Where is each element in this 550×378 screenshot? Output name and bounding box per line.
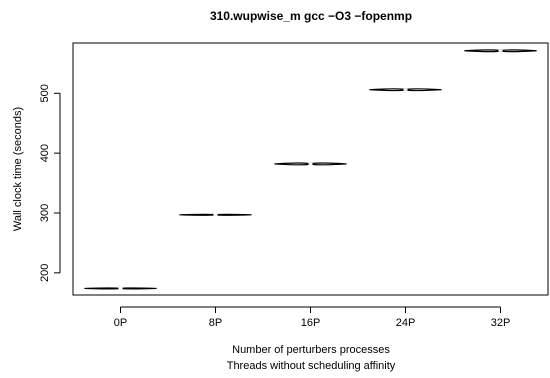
x-axis-label: Number of perturbers processes — [232, 344, 390, 356]
x-tick-label-8P: 8P — [209, 317, 222, 329]
y-tick-label-400: 400 — [39, 144, 51, 162]
x-tick-label-0P: 0P — [114, 317, 127, 329]
y-tick-label-200: 200 — [39, 264, 51, 282]
y-tick-label-500: 500 — [39, 84, 51, 102]
x-axis-label-secondary: Threads without scheduling affinity — [227, 360, 396, 372]
x-axis: 0P 8P 16P 24P 32P — [114, 306, 511, 329]
y-axis-label: Wall clock time (seconds) — [12, 107, 24, 231]
violin-series — [84, 49, 537, 290]
x-tick-label-16P: 16P — [301, 317, 321, 329]
y-tick-label-300: 300 — [39, 204, 51, 222]
x-tick-label-24P: 24P — [396, 317, 416, 329]
chart-title: 310.wupwise_m gcc −O3 −fopenmp — [210, 9, 412, 23]
y-axis: 200 300 400 500 — [39, 84, 61, 282]
x-tick-label-32P: 32P — [491, 317, 511, 329]
plot-frame — [72, 42, 549, 296]
